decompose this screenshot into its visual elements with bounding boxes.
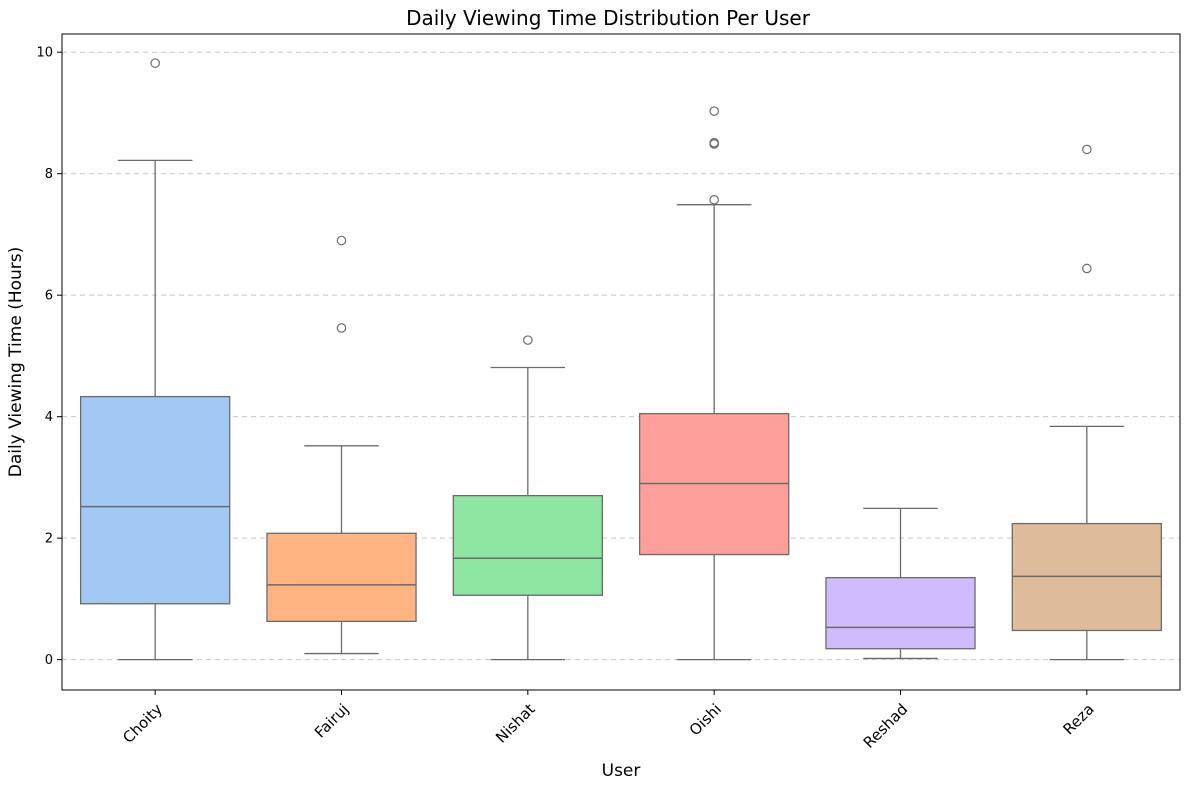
outlier-point bbox=[523, 335, 533, 345]
outlier-point bbox=[1082, 263, 1092, 274]
y-axis-label: Daily Viewing Time (Hours) bbox=[6, 247, 26, 478]
outlier-point bbox=[336, 235, 347, 246]
x-tick-label: Choity bbox=[119, 700, 166, 747]
x-axis-label: User bbox=[602, 761, 641, 781]
chart-title: Daily Viewing Time Distribution Per User bbox=[406, 6, 811, 30]
y-tick-label: 0 bbox=[45, 653, 53, 668]
outlier-point bbox=[336, 323, 347, 333]
iqr-box bbox=[825, 576, 976, 650]
outlier-point bbox=[150, 58, 160, 68]
iqr-box bbox=[452, 494, 604, 596]
box-choity bbox=[79, 58, 231, 661]
box-reshad bbox=[825, 507, 976, 660]
iqr-box bbox=[79, 395, 231, 605]
x-tick-label: Reza bbox=[1059, 700, 1097, 738]
box-fairuj bbox=[266, 235, 417, 655]
outlier-point bbox=[709, 137, 719, 148]
outlier-point bbox=[1082, 144, 1092, 155]
outlier-point bbox=[709, 195, 719, 205]
boxes-layer bbox=[79, 58, 1163, 661]
iqr-box bbox=[266, 532, 417, 623]
plot-frame bbox=[61, 33, 1181, 691]
y-tick-label: 10 bbox=[36, 46, 53, 61]
y-tick-label: 4 bbox=[45, 410, 53, 425]
x-tick-label: Reshad bbox=[860, 700, 912, 752]
y-tick-label: 8 bbox=[45, 167, 53, 182]
box-nishat bbox=[452, 335, 604, 661]
y-tick-label: 2 bbox=[45, 532, 53, 547]
y-tick-label: 6 bbox=[45, 289, 53, 304]
x-tick-label: Fairuj bbox=[311, 700, 352, 741]
y-ticks: 0 2 4 6 8 10 bbox=[36, 46, 62, 668]
outlier-point bbox=[709, 106, 719, 116]
x-tick-label: Nishat bbox=[492, 700, 539, 747]
x-ticks: Choity Fairuj Nishat Oishi Reshad Reza bbox=[119, 690, 1098, 752]
grid-layer bbox=[62, 51, 1180, 661]
box-reza bbox=[1011, 144, 1163, 661]
box-oishi bbox=[638, 106, 790, 661]
x-tick-label: Oishi bbox=[686, 700, 725, 739]
